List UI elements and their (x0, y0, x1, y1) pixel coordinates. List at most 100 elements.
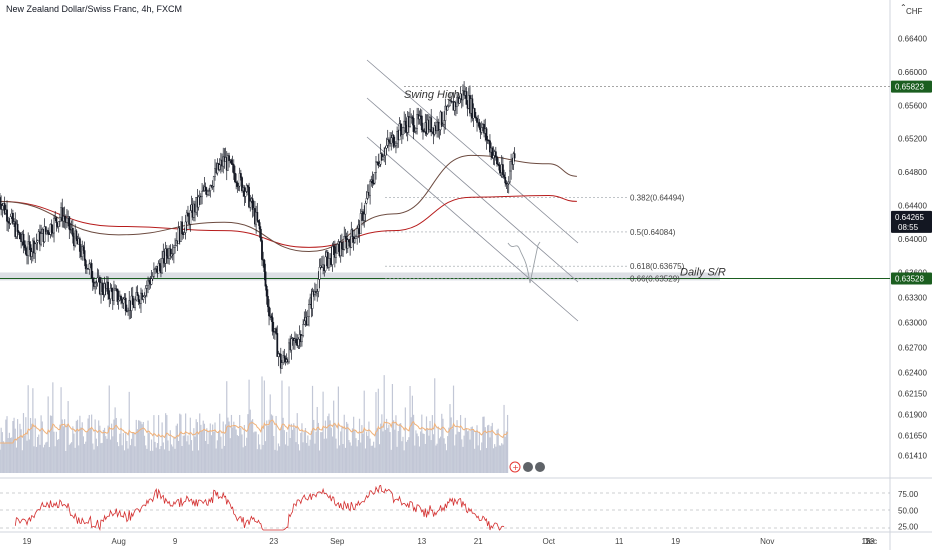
candle-body[interactable] (0, 197, 1, 205)
candle-body[interactable] (346, 239, 349, 249)
candle-body[interactable] (420, 115, 423, 130)
candle-body[interactable] (510, 161, 512, 172)
candle-body[interactable] (63, 216, 66, 220)
candle-body[interactable] (116, 288, 119, 302)
candle-body[interactable] (202, 190, 205, 192)
candle-body[interactable] (497, 163, 500, 165)
candle-body[interactable] (245, 185, 248, 192)
candle-body[interactable] (438, 129, 441, 131)
candle-body[interactable] (55, 217, 58, 223)
candle-body[interactable] (249, 201, 252, 208)
candle-body[interactable] (478, 121, 481, 129)
candle-body[interactable] (170, 253, 173, 257)
candle-body[interactable] (7, 221, 10, 223)
candle-body[interactable] (145, 285, 148, 289)
candle-body[interactable] (446, 106, 449, 111)
candle-body[interactable] (373, 172, 376, 184)
candle-body[interactable] (91, 278, 94, 283)
candle-body[interactable] (423, 131, 426, 133)
candle-body[interactable] (150, 278, 153, 285)
candle-body[interactable] (386, 139, 389, 146)
candle-body[interactable] (165, 248, 168, 257)
candle-body[interactable] (489, 140, 491, 153)
candle-body[interactable] (266, 296, 269, 308)
candle-body[interactable] (411, 116, 414, 119)
candle-body[interactable] (241, 177, 243, 192)
candle-body[interactable] (197, 196, 200, 208)
candle-body[interactable] (333, 246, 336, 258)
candle-body[interactable] (35, 242, 38, 245)
candle-body[interactable] (82, 246, 85, 251)
candle-body[interactable] (101, 282, 104, 293)
candle-body[interactable] (276, 333, 279, 357)
candle-body[interactable] (356, 228, 359, 237)
candle-body[interactable] (182, 233, 185, 235)
candle-body[interactable] (24, 247, 27, 255)
candle-body[interactable] (61, 207, 64, 222)
candle-body[interactable] (44, 226, 47, 232)
channel-upper-line[interactable] (366, 59, 579, 244)
candle-body[interactable] (447, 105, 450, 107)
candle-body[interactable] (28, 241, 31, 245)
candle-body[interactable] (317, 279, 320, 292)
candle-body[interactable] (480, 127, 483, 133)
candle-body[interactable] (355, 236, 357, 239)
candle-body[interactable] (506, 183, 509, 185)
candle-body[interactable] (263, 260, 266, 272)
candle-body[interactable] (277, 353, 280, 357)
candle-body[interactable] (171, 253, 174, 255)
candle-body[interactable] (208, 190, 211, 192)
candle-body[interactable] (248, 186, 250, 208)
candle-body[interactable] (117, 300, 120, 302)
currency-dropdown-icon[interactable]: ⌃ (900, 3, 907, 12)
candle-body[interactable] (3, 203, 6, 214)
candle-body[interactable] (47, 230, 50, 235)
candle-body[interactable] (59, 217, 61, 222)
candle-body[interactable] (308, 304, 310, 318)
add-indicator-icon[interactable] (509, 461, 521, 473)
candle-body[interactable] (395, 142, 397, 146)
candle-body[interactable] (239, 173, 242, 178)
candle-body[interactable] (90, 263, 93, 279)
candle-body[interactable] (231, 163, 234, 165)
candle-body[interactable] (83, 250, 86, 261)
candle-body[interactable] (201, 191, 203, 197)
candle-body[interactable] (22, 233, 25, 246)
candle-body[interactable] (498, 164, 501, 171)
candle-body[interactable] (234, 172, 236, 182)
candle-body[interactable] (144, 288, 147, 296)
candle-body[interactable] (318, 267, 321, 280)
candle-body[interactable] (465, 91, 468, 105)
candle-body[interactable] (157, 263, 160, 274)
candle-body[interactable] (189, 210, 192, 225)
candle-body[interactable] (503, 174, 505, 178)
candle-body[interactable] (212, 176, 215, 187)
candle-body[interactable] (187, 212, 189, 217)
candle-body[interactable] (281, 362, 283, 369)
candle-body[interactable] (363, 213, 366, 221)
candle-body[interactable] (53, 218, 55, 234)
candle-body[interactable] (142, 296, 145, 300)
candle-body[interactable] (94, 282, 97, 287)
candle-body[interactable] (238, 173, 241, 187)
candle-body[interactable] (297, 339, 300, 346)
candle-body[interactable] (136, 292, 139, 296)
candle-body[interactable] (127, 310, 129, 312)
candle-body[interactable] (409, 117, 411, 128)
candle-body[interactable] (75, 230, 78, 240)
candle-body[interactable] (141, 292, 144, 300)
candle-body[interactable] (209, 185, 212, 191)
candle-body[interactable] (19, 232, 21, 240)
candle-body[interactable] (204, 186, 207, 192)
candle-body[interactable] (301, 335, 303, 343)
candle-body[interactable] (437, 122, 440, 131)
candle-body[interactable] (402, 127, 404, 135)
candle-body[interactable] (236, 182, 239, 187)
candle-body[interactable] (256, 212, 259, 221)
candle-body[interactable] (207, 190, 209, 195)
candle-body[interactable] (491, 147, 494, 159)
candle-body[interactable] (169, 248, 172, 257)
candle-body[interactable] (271, 317, 274, 332)
